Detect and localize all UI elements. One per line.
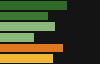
- Bar: [0, 1, 66, 10]
- Bar: [0, 22, 55, 31]
- Bar: [0, 44, 63, 52]
- Bar: [0, 54, 52, 63]
- Bar: [0, 33, 34, 42]
- Bar: [0, 12, 48, 20]
